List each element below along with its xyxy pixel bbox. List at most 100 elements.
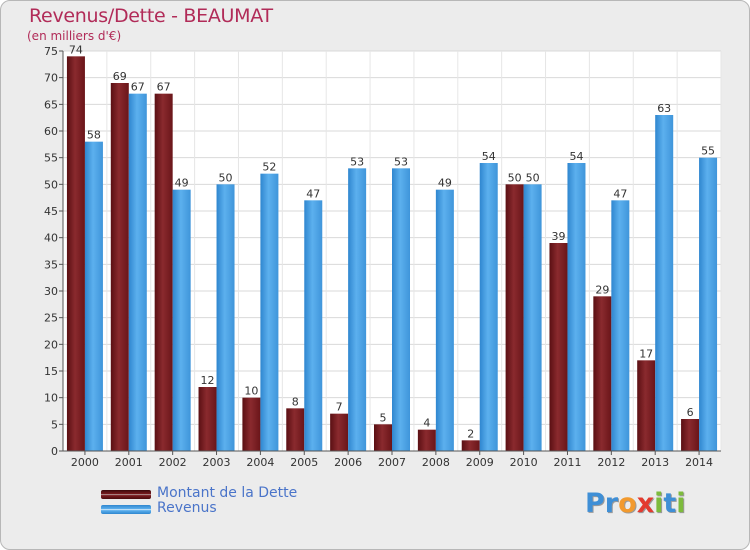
data-label-dette: 4 (423, 417, 430, 430)
x-tick-label: 2004 (246, 456, 274, 469)
y-tick-label: 30 (44, 285, 58, 298)
data-label-dette: 6 (687, 406, 694, 419)
bar-revenus (216, 184, 235, 452)
bar-revenus (611, 200, 630, 451)
logo-letter: i (676, 488, 686, 519)
logo-letter: t (663, 488, 677, 519)
x-tick-label: 2003 (203, 456, 231, 469)
data-label-revenus: 50 (219, 171, 233, 184)
data-label-dette: 5 (380, 411, 387, 424)
data-label-dette: 17 (639, 347, 653, 360)
y-tick-label: 15 (44, 365, 58, 378)
logo-letter: r (604, 488, 619, 519)
data-label-revenus: 67 (131, 81, 145, 94)
data-label-dette: 2 (467, 427, 474, 440)
bar-revenus (523, 184, 542, 452)
bar-revenus (172, 189, 191, 451)
x-tick-label: 2011 (553, 456, 581, 469)
bar-dette (461, 440, 480, 451)
logo-letter: i (654, 488, 664, 519)
y-tick-label: 55 (44, 152, 58, 165)
bar-dette (637, 360, 656, 451)
x-tick-label: 2014 (685, 456, 713, 469)
data-label-dette: 7 (336, 401, 343, 414)
y-tick-label: 25 (44, 312, 58, 325)
logo-letter: o (618, 488, 637, 519)
data-label-revenus: 54 (482, 150, 496, 163)
x-tick-label: 2001 (115, 456, 143, 469)
data-label-revenus: 58 (87, 129, 101, 142)
x-tick-label: 2008 (422, 456, 450, 469)
data-label-revenus: 49 (438, 177, 452, 190)
x-tick-label: 2009 (466, 456, 494, 469)
bar-revenus (567, 163, 586, 451)
x-tick-label: 2002 (159, 456, 187, 469)
logo-letter: P (585, 488, 605, 519)
y-tick-label: 65 (44, 98, 58, 111)
bar-dette (505, 184, 524, 452)
legend-label-dette: Montant de la Dette (157, 485, 298, 501)
bar-dette (154, 93, 173, 452)
bar-dette (549, 243, 568, 451)
bar-revenus (84, 141, 103, 451)
data-label-dette: 29 (595, 283, 609, 296)
data-label-dette: 8 (292, 395, 299, 408)
legend-swatch-dette (101, 490, 151, 499)
data-label-dette: 12 (201, 374, 215, 387)
data-label-dette: 74 (69, 43, 83, 56)
data-label-revenus: 54 (569, 150, 583, 163)
x-tick-label: 2006 (334, 456, 362, 469)
x-tick-label: 2012 (597, 456, 625, 469)
y-tick-label: 70 (44, 72, 58, 85)
y-tick-label: 0 (51, 445, 58, 458)
x-tick-label: 2000 (71, 456, 99, 469)
chart-title: Revenus/Dette - BEAUMAT (29, 5, 273, 27)
y-tick-label: 45 (44, 205, 58, 218)
data-label-revenus: 47 (306, 187, 320, 200)
bar-dette (681, 419, 700, 451)
bar-revenus (128, 93, 147, 452)
x-tick-label: 2005 (290, 456, 318, 469)
bars-layer (66, 56, 718, 452)
bar-dette (330, 413, 349, 451)
labels-layer: 74 58 69 67 67 49 12 50 10 52 8 47 7 53 5 53 4 49 2 54 50 50 3… (69, 43, 715, 440)
bar-dette (110, 83, 129, 451)
bar-dette (242, 397, 261, 451)
data-label-dette: 39 (551, 230, 565, 243)
data-label-revenus: 52 (262, 161, 276, 174)
bar-dette (593, 296, 612, 451)
bar-revenus (392, 168, 410, 452)
proxiti-logo: Proxiti (585, 488, 686, 519)
data-label-revenus: 53 (350, 155, 364, 168)
data-label-revenus: 53 (394, 155, 408, 168)
x-tick-label: 2013 (641, 456, 669, 469)
data-label-dette: 10 (244, 385, 258, 398)
bar-dette (417, 429, 436, 451)
chart-subtitle: (en milliers d'€) (27, 29, 122, 43)
data-label-revenus: 50 (526, 171, 540, 184)
bar-revenus (699, 157, 718, 451)
bar-revenus (435, 189, 454, 451)
data-label-revenus: 49 (175, 177, 189, 190)
bar-dette (286, 408, 305, 451)
bar-dette (198, 387, 217, 451)
y-tick-label: 35 (44, 258, 58, 271)
data-label-dette: 50 (508, 171, 522, 184)
y-tick-label: 60 (44, 125, 58, 138)
y-tick-label: 75 (44, 45, 58, 58)
bar-revenus (304, 200, 323, 451)
x-tick-label: 2007 (378, 456, 406, 469)
bar-dette (374, 424, 392, 451)
y-tick-label: 10 (44, 392, 58, 405)
bar-revenus (260, 173, 279, 451)
bar-dette (66, 56, 85, 451)
x-tick-label: 2010 (510, 456, 538, 469)
data-label-dette: 67 (157, 81, 171, 94)
y-tick-label: 40 (44, 232, 58, 245)
legend-swatch-revenus (101, 505, 151, 514)
data-label-revenus: 55 (701, 145, 715, 158)
legend-label-revenus: Revenus (157, 500, 217, 516)
